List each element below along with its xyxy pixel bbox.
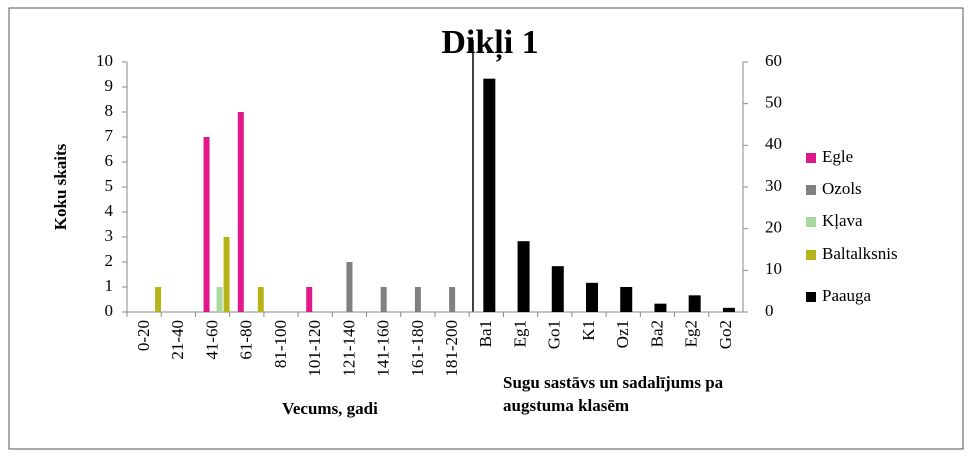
y-tick-label: 5: [105, 176, 114, 195]
bar: [654, 303, 667, 312]
x-tick-label: Ba1: [476, 320, 495, 347]
bar: [722, 307, 735, 312]
bar: [203, 137, 210, 312]
y-tick-label: 8: [105, 101, 114, 120]
y-tick-label: 4: [105, 201, 114, 220]
x-tick-label: 81-100: [271, 320, 290, 368]
bar: [155, 287, 162, 312]
x-tick-label: Eg1: [510, 320, 529, 347]
y-axis-label: Koku skaits: [51, 143, 70, 230]
y-tick-label: 2: [105, 251, 114, 270]
x-tick-label: 21-40: [168, 320, 187, 360]
y2-tick-label: 40: [765, 134, 782, 153]
legend-swatch: [806, 153, 816, 163]
legend-swatch: [806, 292, 816, 302]
bar: [237, 112, 244, 312]
y-tick-label: 9: [105, 76, 114, 95]
y-tick-label: 6: [105, 151, 114, 170]
legend-swatch: [806, 185, 816, 195]
x-axis-label: Vecums, gadi: [282, 399, 378, 418]
bar: [483, 78, 496, 313]
bar: [517, 241, 530, 312]
bar: [380, 287, 387, 312]
bar: [216, 287, 223, 312]
x-tick-label: Oz1: [613, 320, 632, 348]
x-tick-label: K1: [579, 320, 598, 341]
bar: [346, 262, 353, 312]
chart-title: Dikļi 1: [441, 24, 538, 62]
legend-label: Ozols: [822, 179, 862, 198]
x-tick-label: 0-20: [134, 320, 153, 351]
y-tick-label: 1: [105, 276, 114, 295]
bar: [414, 287, 421, 312]
x-tick-label: 101-120: [305, 320, 324, 377]
y-tick-label: 0: [105, 301, 114, 320]
x-tick-label: Eg2: [682, 320, 701, 347]
y-tick-label: 10: [96, 51, 113, 70]
x-tick-label: 41-60: [202, 320, 221, 360]
bar: [620, 287, 633, 312]
legend-label: Egle: [822, 147, 853, 166]
bar: [449, 287, 456, 312]
y2-tick-label: 30: [765, 176, 782, 195]
x-tick-label: 61-80: [237, 320, 256, 360]
bar: [586, 282, 598, 312]
legend-swatch: [806, 250, 816, 260]
bar: [551, 266, 564, 312]
y-tick-label: 7: [105, 126, 114, 145]
x-axis-label-2: Sugu sastāvs un sadalījums pa: [503, 373, 724, 392]
bar: [306, 287, 313, 312]
legend-label: Kļava: [822, 211, 863, 230]
bar: [223, 237, 230, 312]
x-tick-label: 181-200: [442, 320, 461, 377]
x-tick-label: Go1: [545, 320, 564, 349]
x-tick-label: 141-160: [374, 320, 393, 377]
bar: [257, 287, 264, 312]
x-tick-label: Ba2: [647, 320, 666, 347]
bar: [688, 295, 701, 312]
y2-tick-label: 60: [765, 51, 782, 70]
y2-tick-label: 0: [765, 301, 774, 320]
x-tick-label: 121-140: [339, 320, 358, 377]
y2-tick-label: 50: [765, 93, 782, 112]
legend-swatch: [806, 217, 816, 227]
x-tick-label: 161-180: [408, 320, 427, 377]
y2-tick-label: 10: [765, 259, 782, 278]
y2-tick-label: 20: [765, 218, 782, 237]
legend-label: Paauga: [822, 286, 872, 305]
legend-label: Baltalksnis: [822, 244, 898, 263]
x-axis-label-2: augstuma klasēm: [503, 396, 629, 415]
y-tick-label: 3: [105, 226, 114, 245]
x-tick-label: Go2: [716, 320, 735, 349]
